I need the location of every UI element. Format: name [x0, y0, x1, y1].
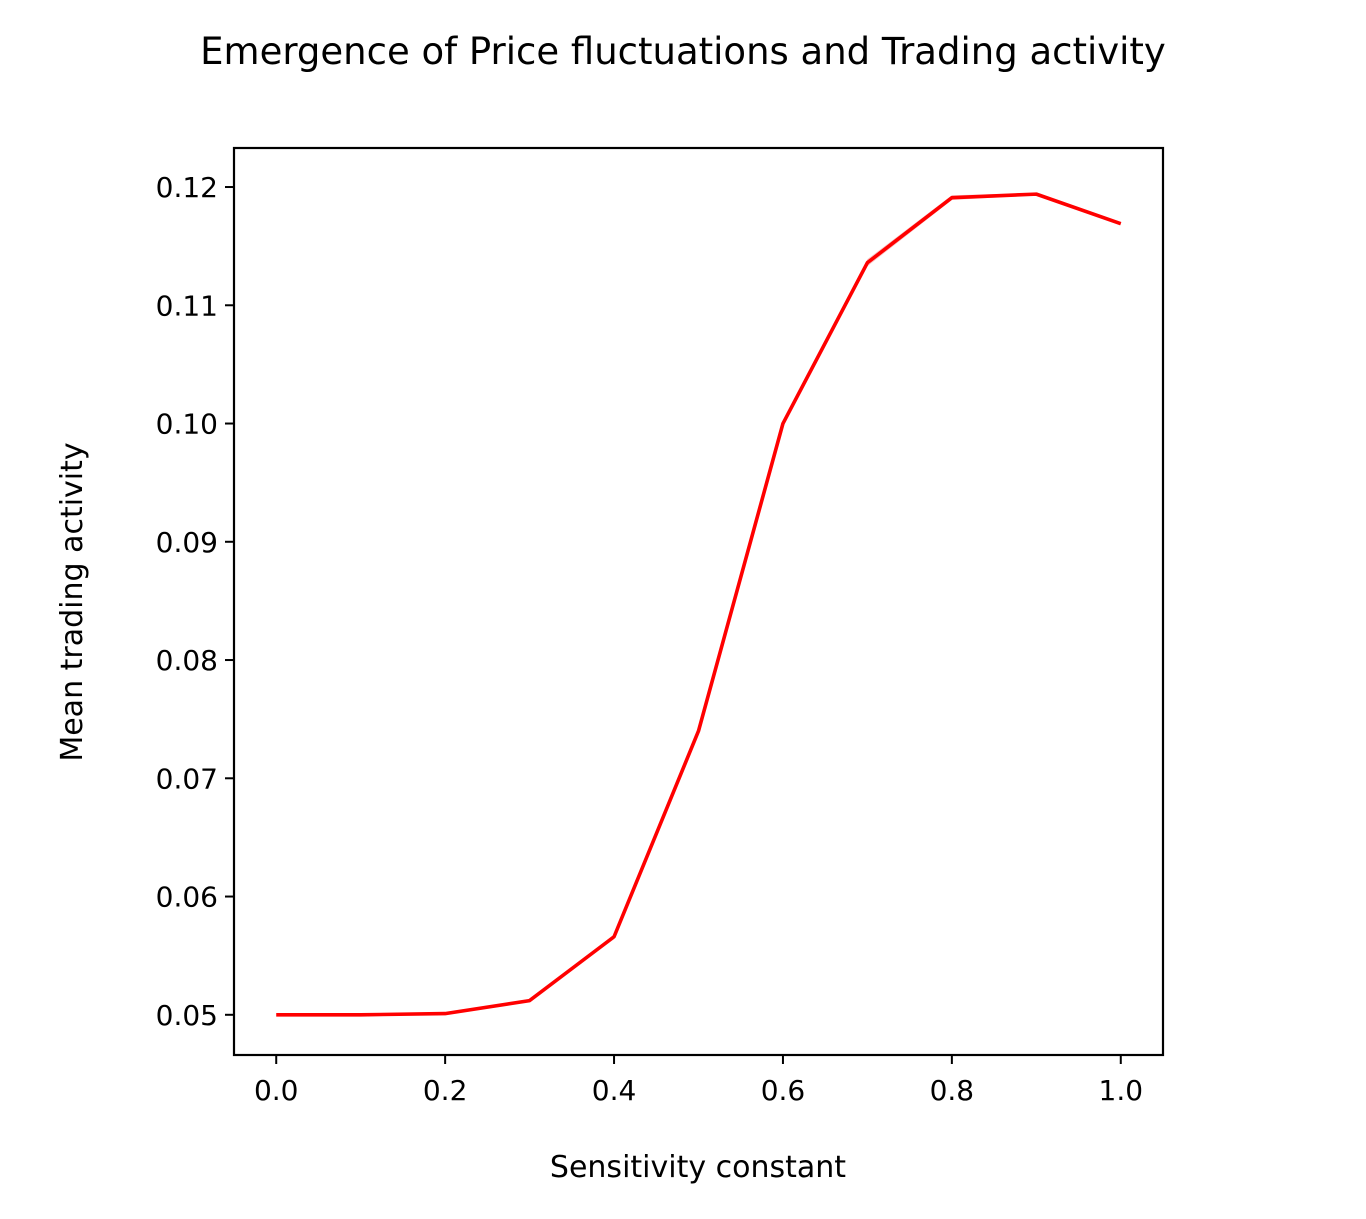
series-0-line: [276, 194, 1121, 1015]
y-tick-label: 0.06: [156, 881, 218, 914]
y-tick-label: 0.11: [156, 289, 218, 322]
y-tick-label: 0.09: [156, 526, 218, 559]
y-axis: 0.05 0.06 0.07 0.08 0.09 0.10 0.11 0.12: [156, 171, 234, 1032]
series-0-confidence-band: [276, 193, 1121, 1015]
y-tick-label: 0.08: [156, 644, 218, 677]
x-tick-label: 0.2: [423, 1074, 468, 1107]
plot-area: [234, 148, 1163, 1055]
y-axis-label: Mean trading activity: [55, 442, 90, 761]
x-axis-label: Sensitivity constant: [550, 1150, 846, 1185]
x-tick-label: 1.0: [1099, 1074, 1144, 1107]
x-tick-label: 0.6: [761, 1074, 806, 1107]
y-tick-label: 0.07: [156, 762, 218, 795]
y-tick-label: 0.12: [156, 171, 218, 204]
plot-frame: [234, 148, 1163, 1055]
x-tick-label: 0.0: [254, 1074, 299, 1107]
y-tick-label: 0.10: [156, 408, 218, 441]
x-axis: 0.0 0.2 0.4 0.6 0.8 1.0: [254, 1055, 1143, 1107]
x-tick-label: 0.4: [592, 1074, 637, 1107]
x-tick-label: 0.8: [930, 1074, 975, 1107]
chart-title: Emergence of Price fluctuations and Trad…: [200, 30, 1166, 73]
y-tick-label: 0.05: [156, 999, 218, 1032]
